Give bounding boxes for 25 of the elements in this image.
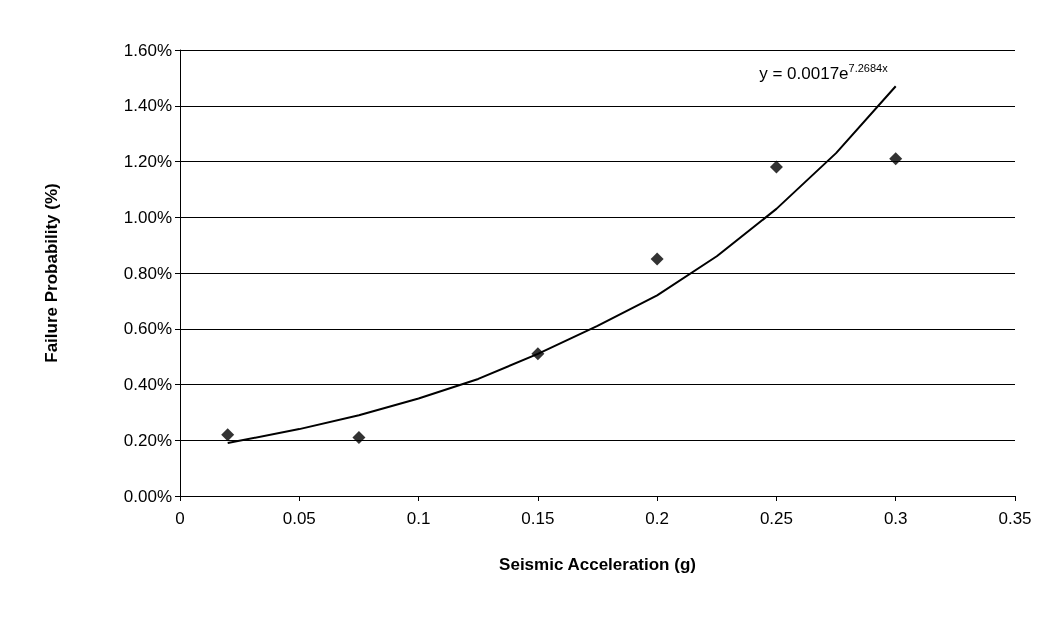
x-tick-label: 0.25 <box>759 509 793 528</box>
y-tick-label: 1.60% <box>123 40 172 60</box>
y-tick-label: 0.00% <box>123 486 172 506</box>
y-tick-label: 0.80% <box>123 263 172 283</box>
point <box>889 152 903 166</box>
y-axis-title: Failure Probability (%) <box>42 183 61 363</box>
x-tick-label: 0.15 <box>521 509 555 528</box>
x-tick-label: 0 <box>175 509 185 528</box>
y-tick-label: 0.20% <box>123 430 172 450</box>
point <box>221 428 235 442</box>
y-tick-label: 0.60% <box>123 319 172 339</box>
x-tick-label: 0.3 <box>883 509 908 528</box>
x-tick-label: 0.05 <box>282 509 316 528</box>
y-tick-label: 1.00% <box>123 207 172 227</box>
annotation: y = 0.0017e$^{7.2684x}$ <box>759 62 888 85</box>
x-tick-label: 0.35 <box>998 509 1032 528</box>
x-axis-title: Seismic Acceleration (g) <box>499 555 696 574</box>
y-tick-label: 1.40% <box>123 96 172 116</box>
point <box>352 430 366 444</box>
point <box>650 252 664 266</box>
x-tick-label: 0.1 <box>406 509 431 528</box>
y-tick-label: 0.40% <box>123 375 172 394</box>
x-tick-label: 0.2 <box>645 509 669 528</box>
point <box>769 160 783 174</box>
y-tick-label: 1.20% <box>123 152 172 171</box>
